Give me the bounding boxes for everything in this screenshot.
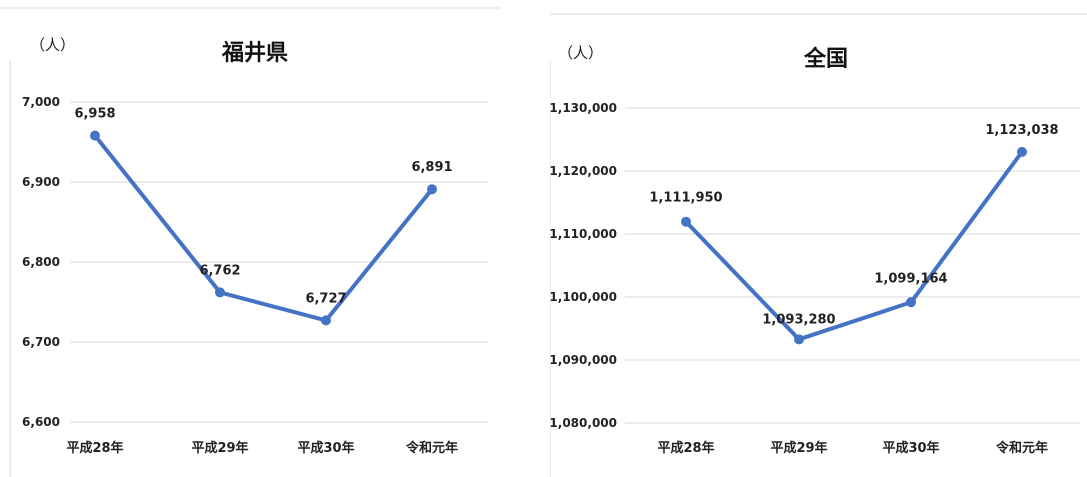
chart-title: 福井県: [221, 41, 288, 66]
x-category-label: 令和元年: [996, 440, 1048, 456]
data-label: 6,727: [305, 291, 346, 306]
data-point: [321, 315, 331, 326]
y-tick-label: 6,700: [22, 335, 60, 349]
chart-panel-national: （人） 全国 1,130,000 1,120,000 1,110,000 1,100,…: [550, 0, 1087, 477]
line-chart-national: （人） 全国 1,130,000 1,120,000 1,110,000 1,100,…: [550, 13, 1087, 477]
y-tick-label: 1,090,000: [550, 353, 617, 367]
x-category-label: 令和元年: [406, 440, 458, 456]
y-tick-label: 6,800: [22, 255, 60, 269]
unit-label: （人）: [558, 44, 603, 62]
y-tick-label: 1,130,000: [550, 101, 617, 115]
series-line: [93, 134, 434, 323]
x-category-label: 平成29年: [191, 440, 248, 456]
data-label: 6,958: [74, 107, 115, 122]
chart-panel-fukui: （人） 福井県 7,000 6,900 6,800 6,700 6,600 平成28年 平成…: [0, 0, 500, 477]
y-tick-label: 1,100,000: [550, 290, 617, 304]
x-category-label: 平成28年: [657, 440, 714, 456]
data-point: [794, 334, 804, 345]
data-point: [90, 130, 100, 141]
y-tick-label: 6,900: [22, 175, 60, 189]
data-point: [1017, 146, 1027, 157]
x-category-label: 平成28年: [66, 440, 123, 456]
y-tick-label: 7,000: [22, 95, 60, 109]
y-tick-label: 1,110,000: [550, 227, 617, 241]
y-tick-label: 6,600: [22, 415, 60, 429]
x-category-label: 平成30年: [882, 440, 939, 456]
data-label: 6,762: [199, 263, 240, 278]
x-category-label: 平成30年: [297, 440, 354, 456]
data-label: 6,891: [411, 160, 452, 175]
plot-area: 7,000 6,900 6,800 6,700 6,600 平成28年 平成29年 平成30年…: [22, 95, 488, 456]
data-label: 1,093,280: [762, 312, 835, 327]
data-point: [427, 184, 437, 195]
x-category-label: 平成29年: [770, 440, 827, 456]
plot-area: 1,130,000 1,120,000 1,110,000 1,100,000 1,09…: [550, 101, 1080, 456]
data-label: 1,111,950: [649, 191, 722, 206]
line-chart-fukui: （人） 福井県 7,000 6,900 6,800 6,700 6,600 平成28年 平成…: [0, 7, 500, 477]
y-tick-label: 1,080,000: [550, 416, 617, 430]
data-label: 1,099,164: [874, 271, 947, 286]
chart-title: 全国: [803, 46, 848, 72]
unit-label: （人）: [30, 36, 75, 54]
data-point: [215, 287, 225, 298]
series-line: [684, 150, 1024, 342]
data-label: 1,123,038: [985, 123, 1058, 138]
y-tick-label: 1,120,000: [550, 164, 617, 178]
data-point: [906, 297, 916, 308]
data-point: [681, 216, 691, 227]
